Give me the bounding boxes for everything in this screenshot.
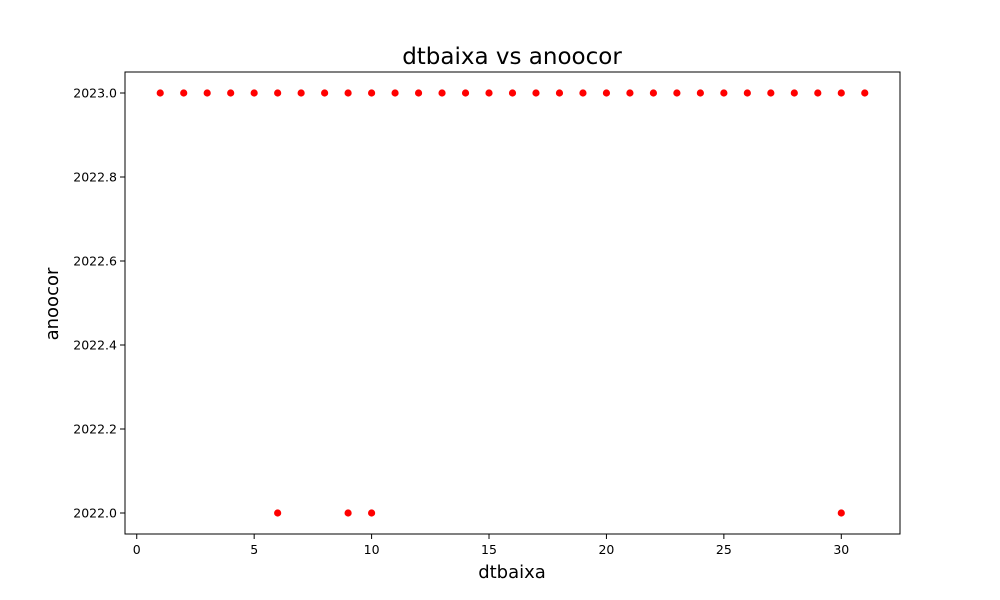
data-point bbox=[461, 89, 470, 97]
y-tick-label: 2023.0 bbox=[73, 86, 117, 101]
x-tick-label: 25 bbox=[716, 542, 732, 557]
y-tick-label: 2022.6 bbox=[73, 254, 117, 269]
data-point bbox=[602, 89, 611, 97]
data-point bbox=[180, 89, 188, 97]
data-point bbox=[508, 89, 517, 97]
data-point bbox=[250, 89, 258, 97]
chart-title: dtbaixa vs anoocor bbox=[402, 44, 622, 70]
data-point bbox=[532, 89, 540, 97]
data-point bbox=[837, 89, 845, 97]
data-point bbox=[391, 89, 399, 97]
data-point bbox=[367, 509, 376, 517]
data-point bbox=[297, 89, 305, 97]
y-tick-label: 2022.8 bbox=[73, 170, 117, 185]
data-point bbox=[274, 89, 282, 97]
y-tick-label: 2022.2 bbox=[73, 422, 117, 437]
data-point bbox=[203, 89, 211, 97]
data-point bbox=[367, 89, 376, 97]
y-axis-label: anoocor bbox=[42, 267, 63, 340]
x-tick-label: 5 bbox=[250, 542, 258, 557]
data-points bbox=[156, 89, 869, 517]
data-point bbox=[227, 89, 235, 97]
data-point bbox=[321, 89, 329, 97]
x-tick-label: 15 bbox=[481, 542, 497, 557]
data-point bbox=[274, 509, 282, 517]
y-axis-ticks: 2022.0 2022.2 2022.4 2022.6 2022.8 2023.0 bbox=[73, 86, 125, 521]
x-tick-label: 10 bbox=[364, 542, 380, 557]
y-tick-label: 2022.4 bbox=[73, 338, 117, 353]
data-point bbox=[414, 89, 423, 97]
data-point bbox=[344, 89, 352, 97]
data-point bbox=[555, 89, 564, 97]
data-point bbox=[673, 89, 681, 97]
data-point bbox=[720, 89, 728, 97]
data-point bbox=[438, 89, 446, 97]
data-point bbox=[767, 89, 775, 97]
data-point bbox=[344, 509, 352, 517]
data-point bbox=[626, 89, 634, 97]
data-point bbox=[579, 89, 587, 97]
x-tick-label: 30 bbox=[833, 542, 849, 557]
data-point bbox=[861, 89, 869, 97]
data-point bbox=[485, 89, 493, 97]
data-point bbox=[837, 509, 845, 517]
x-tick-label: 20 bbox=[598, 542, 614, 557]
data-point bbox=[696, 89, 704, 97]
x-axis-label: dtbaixa bbox=[478, 562, 546, 583]
x-tick-label: 0 bbox=[133, 542, 141, 557]
data-point bbox=[790, 89, 798, 97]
data-point bbox=[743, 89, 751, 97]
plot-frame bbox=[124, 71, 901, 535]
x-axis-ticks: 0 5 10 15 20 25 30 bbox=[133, 534, 849, 557]
data-point bbox=[814, 89, 822, 97]
data-point bbox=[649, 89, 658, 97]
y-tick-label: 2022.0 bbox=[73, 506, 117, 521]
data-point bbox=[156, 89, 164, 97]
